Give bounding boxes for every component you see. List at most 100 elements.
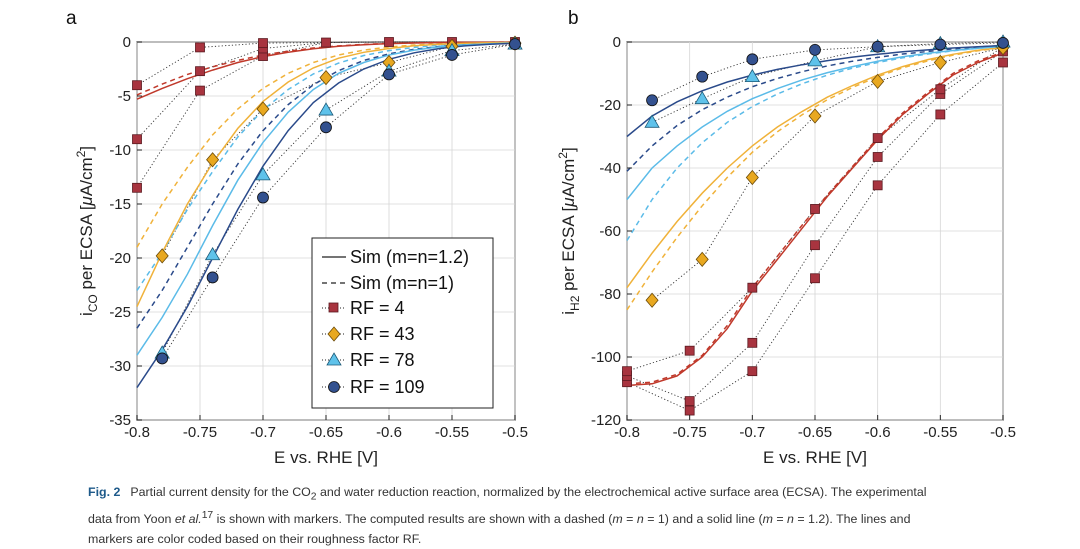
marker-rf4 [747, 337, 758, 348]
y-tick-label: -5 [118, 88, 131, 105]
marker-rf43 [155, 248, 169, 264]
panel-a-xlabel: E vs. RHE [V] [274, 448, 378, 467]
y-tick-label: 0 [123, 34, 131, 51]
marker-rf78 [204, 246, 221, 261]
marker-rf43 [645, 292, 659, 308]
legend-rf43: RF = 43 [350, 324, 415, 344]
x-tick-label: -0.6 [865, 424, 891, 441]
marker-rf109 [257, 191, 269, 204]
marker-rf109 [383, 68, 395, 81]
legend-rf78-marker [326, 352, 342, 366]
panel-a-ylabel: iCO per ECSA [μA/cm2] [74, 146, 100, 316]
legend-rf4: RF = 4 [350, 298, 405, 318]
y-tick-label: -20 [109, 250, 131, 267]
marker-rf4 [872, 133, 883, 143]
marker-rf78 [744, 68, 761, 83]
marker-rf4 [684, 345, 695, 356]
caption-text: = 1.2). The lines and [793, 512, 911, 527]
marker-rf109 [206, 271, 219, 284]
marker-rf4 [195, 42, 205, 53]
marker-rf4 [935, 84, 946, 95]
marker-rf78 [807, 53, 823, 67]
caption-label: Fig. 2 [88, 485, 121, 499]
marker-rf4 [132, 80, 142, 91]
marker-rf4 [258, 38, 268, 48]
x-tick-label: -0.5 [990, 424, 1016, 441]
panel-b-ylabel: iH2 per ECSA [μA/cm2] [556, 147, 582, 314]
marker-rf109 [156, 352, 169, 365]
y-tick-label: -100 [591, 349, 621, 366]
legend-rf109: RF = 109 [350, 377, 425, 397]
marker-rf78 [318, 102, 334, 116]
marker-rf43 [206, 152, 220, 168]
panel-b-label: b [568, 8, 579, 29]
marker-rf109 [320, 121, 332, 134]
panel-b-markers [622, 34, 1011, 416]
panel-b: b -0.8 -0.75 -0.7 -0.65 -0.6 -0.55 -0.5 0 -20 -40… [556, 8, 1016, 467]
y-tick-label: -40 [599, 160, 621, 177]
caption-var: m [762, 512, 773, 527]
marker-rf4 [132, 134, 142, 145]
marker-rf109 [509, 38, 521, 51]
x-tick-label: -0.55 [923, 424, 957, 441]
panel-b-ticks: -0.8 -0.75 -0.7 -0.65 -0.6 -0.55 -0.5 0 -20 -40 -6… [591, 34, 1016, 441]
marker-rf4 [747, 366, 758, 377]
marker-rf109 [871, 40, 884, 53]
x-tick-label: -0.65 [798, 424, 832, 441]
marker-rf109 [934, 38, 947, 51]
panel-a-markers [132, 35, 523, 365]
x-tick-label: -0.8 [124, 424, 150, 441]
marker-rf43 [871, 73, 885, 89]
marker-rf78 [694, 90, 710, 105]
legend-rf78: RF = 78 [350, 350, 415, 370]
marker-rf4 [195, 66, 205, 77]
marker-rf4 [684, 396, 695, 407]
x-tick-label: -0.6 [376, 424, 402, 441]
marker-rf43 [319, 70, 333, 86]
marker-rf43 [933, 54, 947, 71]
caption-text: and water reduction reaction, normalized… [316, 485, 927, 499]
marker-rf109 [646, 94, 658, 107]
marker-rf4 [384, 37, 394, 47]
panel-a-ticks: -0.8 -0.75 -0.7 -0.65 -0.6 -0.55 -0.5 0 -5 -10 -15… [109, 34, 528, 441]
legend-sim-solid: Sim (m=n=1.2) [350, 247, 469, 267]
y-tick-label: -80 [599, 286, 621, 303]
guide-rf43 [161, 42, 516, 257]
caption-var: m [612, 512, 623, 527]
x-tick-label: -0.7 [250, 424, 276, 441]
caption-text: is shown with markers. The computed resu… [213, 512, 613, 527]
x-tick-label: -0.55 [435, 424, 469, 441]
legend-rf43-marker [327, 326, 341, 342]
y-tick-label: 0 [613, 34, 621, 51]
marker-rf4 [321, 37, 331, 48]
caption-var: n [636, 512, 644, 527]
x-tick-label: -0.75 [183, 424, 217, 441]
y-tick-label: -30 [109, 358, 131, 375]
x-tick-label: -0.5 [502, 424, 528, 441]
marker-rf4 [998, 57, 1008, 68]
y-tick-label: -10 [109, 142, 131, 159]
marker-rf4 [684, 405, 695, 416]
x-tick-label: -0.7 [739, 424, 765, 441]
y-tick-label: -20 [599, 97, 621, 114]
sim-dashed-rf43 [136, 41, 516, 248]
y-tick-label: -60 [599, 223, 621, 240]
sim-dashed-rf4 [626, 51, 1004, 385]
legend-rf4-marker [328, 302, 339, 313]
caption-line-3: markers are color coded based on their r… [88, 531, 422, 546]
marker-rf109 [696, 70, 709, 83]
marker-rf43 [745, 169, 759, 186]
sim-solid-rf78 [626, 45, 1004, 200]
marker-rf4 [872, 152, 883, 162]
caption-text: Partial current density for the CO [130, 485, 311, 499]
panel-b-xlabel: E vs. RHE [V] [763, 448, 867, 467]
caption-text: data from Yoon [88, 512, 175, 527]
marker-rf43 [808, 108, 822, 124]
caption-var: n [787, 512, 794, 527]
marker-rf4 [810, 240, 820, 251]
figure: a -0.8 -0.75 -0.7 -0.65 -0.6 -0.55 -0.50-5-10-… [66, 8, 1016, 467]
y-tick-label: -15 [109, 196, 131, 213]
marker-rf4 [810, 204, 820, 214]
guide-rf78 [651, 41, 1004, 123]
panel-a-legend: Sim (m=n=1.2) Sim (m=n=1) RF = 4 RF = 43… [311, 237, 494, 409]
